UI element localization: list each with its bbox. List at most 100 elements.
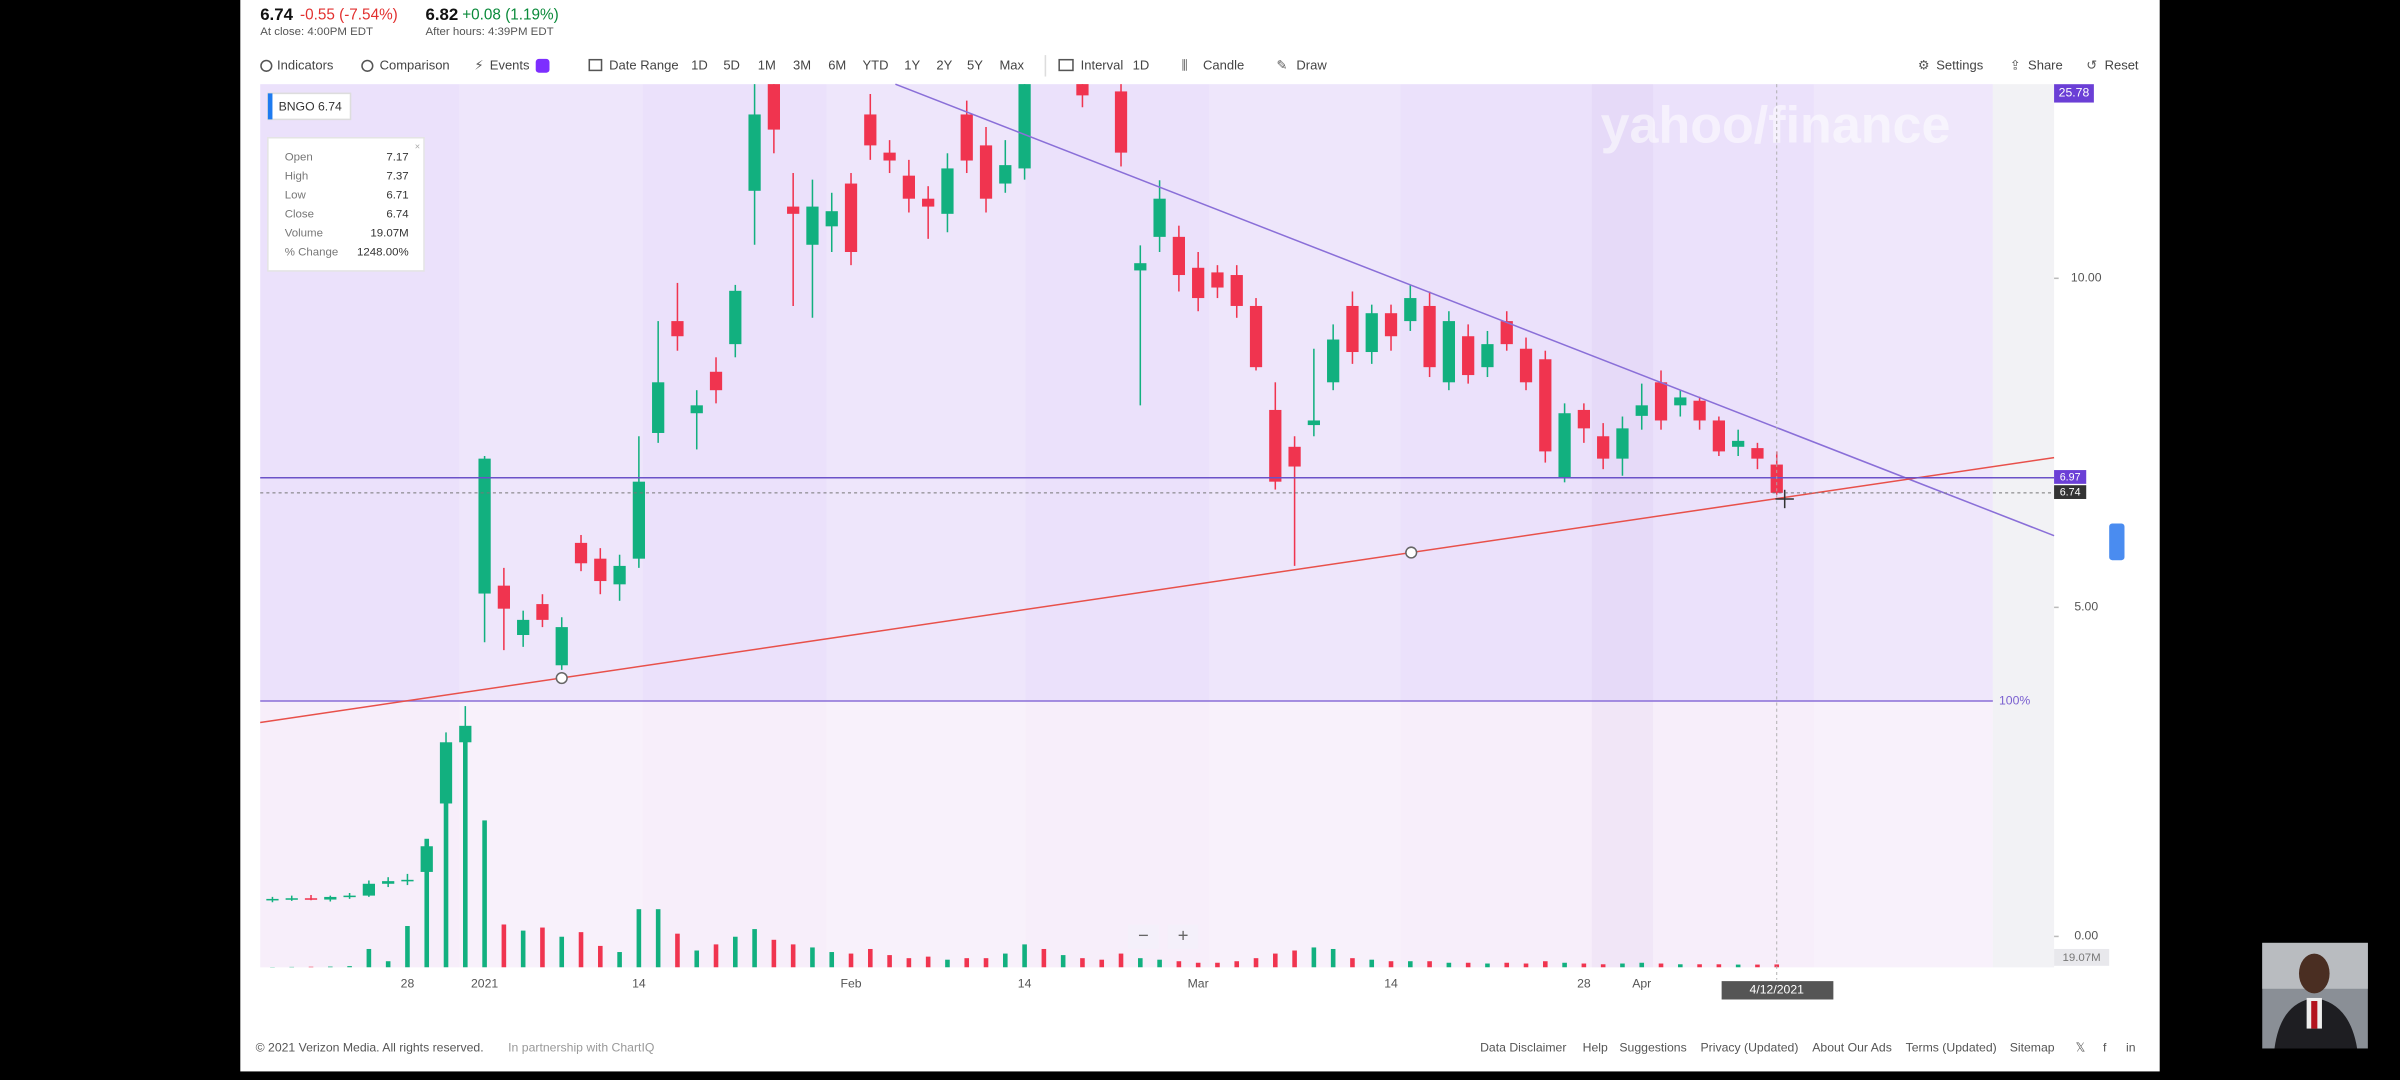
volume-bar [1215, 962, 1220, 968]
volume-bar [964, 958, 970, 968]
toolbar-button[interactable]: Settings [1936, 57, 1983, 72]
candle-body [1076, 84, 1089, 96]
volume-bar [1408, 961, 1413, 968]
current-price-badge-label: 6.74 [2060, 487, 2081, 499]
y-tick-label: 0.00 [2074, 929, 2098, 943]
volume-bar [366, 948, 372, 968]
toolbar-button[interactable]: Candle [1203, 57, 1244, 72]
zoom-button[interactable] [1128, 924, 1159, 949]
x-tick-label: 2021 [471, 976, 498, 990]
interval-value[interactable]: 1D [1133, 57, 1150, 72]
zoom-label[interactable]: + [1178, 925, 1189, 946]
candle-body [1269, 409, 1282, 482]
webcam-face [2298, 953, 2330, 994]
toolbar-button[interactable]: Date Range [609, 57, 678, 72]
toolbar-button[interactable]: Reset [2105, 57, 2139, 72]
shade-band [1591, 84, 1654, 968]
social-icon[interactable]: 𝕏 [2076, 1041, 2086, 1055]
candle-body [960, 114, 973, 161]
candle-body [285, 898, 298, 900]
volume-bar [1041, 948, 1047, 968]
volume-bar [559, 936, 565, 968]
line-handle[interactable] [555, 671, 568, 685]
volume-bar [1735, 964, 1741, 968]
candle-body [517, 619, 530, 636]
volume-bar [1716, 964, 1722, 968]
footer-link[interactable]: Data Disclaimer [1480, 1041, 1566, 1055]
footer-link[interactable]: Help [1583, 1041, 1608, 1055]
x-tick-label: 14 [1018, 976, 1032, 990]
toolbar-button[interactable]: Events [490, 57, 530, 72]
range-button[interactable]: Max [999, 57, 1024, 72]
range-button[interactable]: YTD [863, 57, 889, 72]
plot-background [260, 84, 1993, 702]
close-note: At close: 4:00PM EDT [260, 26, 373, 38]
volume-bar [482, 820, 487, 968]
x-tick-label: 28 [1577, 976, 1591, 990]
line-handle[interactable] [1405, 546, 1418, 559]
range-button[interactable]: 3M [793, 57, 811, 72]
side-handle[interactable] [2109, 523, 2125, 561]
volume-bar [945, 959, 950, 968]
candle-body [459, 725, 472, 743]
candle-body [304, 898, 318, 900]
close-icon[interactable]: × [415, 141, 420, 151]
volume-bar [1620, 963, 1625, 968]
range-button[interactable]: 1Y [904, 57, 920, 72]
x-tick-label: 14 [1384, 976, 1398, 990]
range-button[interactable]: 1M [758, 57, 776, 72]
volume-bar [848, 953, 854, 968]
range-button[interactable]: 5D [723, 57, 740, 72]
x-tick-label: Mar [1188, 976, 1209, 990]
social-icon[interactable]: in [2126, 1041, 2136, 1055]
candle-body [1693, 400, 1706, 421]
volume-bar [1523, 963, 1529, 968]
footer-link[interactable]: Sitemap [2010, 1041, 2055, 1055]
candle-body [864, 114, 877, 146]
volume-bar [1195, 962, 1201, 968]
volume-bar [1465, 962, 1471, 968]
volume-bar [655, 909, 661, 968]
candle-body [883, 152, 896, 161]
candle-body [806, 206, 819, 245]
range-button[interactable]: 1D [691, 57, 708, 72]
toolbar-button[interactable]: Indicators [277, 57, 334, 72]
volume-bar [983, 958, 989, 968]
tooltip-value: 6.71 [386, 190, 408, 202]
volume-badge-label: 19.07M [2062, 952, 2100, 964]
tooltip-value: 1248.00% [357, 247, 409, 259]
zoom-label[interactable]: − [1138, 925, 1149, 946]
volume-bar [1234, 961, 1240, 968]
range-button[interactable]: 6M [828, 57, 846, 72]
candle-body [1249, 305, 1263, 368]
toolbar-button[interactable]: Interval [1081, 57, 1124, 72]
volume-bar [694, 950, 700, 968]
social-icon[interactable]: f [2103, 1041, 2107, 1055]
candle-body [1423, 305, 1436, 368]
candle-body [401, 879, 414, 882]
candle-body [1288, 446, 1301, 467]
toolbar-button[interactable]: Comparison [380, 57, 450, 72]
candle-body [1442, 321, 1455, 383]
range-button[interactable]: 5Y [967, 57, 983, 72]
footer-link[interactable]: Privacy (Updated) [1701, 1041, 1799, 1055]
footer-link[interactable]: Suggestions [1619, 1041, 1686, 1055]
tooltip [267, 136, 425, 272]
range-button[interactable]: 2Y [936, 57, 952, 72]
zoom-button[interactable] [1167, 924, 1199, 949]
volume-badge [2054, 948, 2110, 966]
candle-body [497, 585, 511, 609]
footer-link[interactable]: Terms (Updated) [1906, 1041, 1997, 1055]
footer-link[interactable]: About Our Ads [1812, 1041, 1892, 1055]
toolbar-button[interactable]: Draw [1296, 57, 1327, 72]
x-tick-label: Apr [1632, 976, 1651, 990]
icon: ↺ [2086, 57, 2097, 72]
volume-bar [1292, 950, 1297, 968]
candle-body [1230, 275, 1243, 306]
candle-body [266, 898, 279, 901]
toolbar-button[interactable]: Share [2028, 57, 2063, 72]
icon: ⫼ [1182, 57, 1188, 72]
tooltip-label: High [285, 171, 309, 183]
tooltip-label: Volume [285, 228, 323, 240]
